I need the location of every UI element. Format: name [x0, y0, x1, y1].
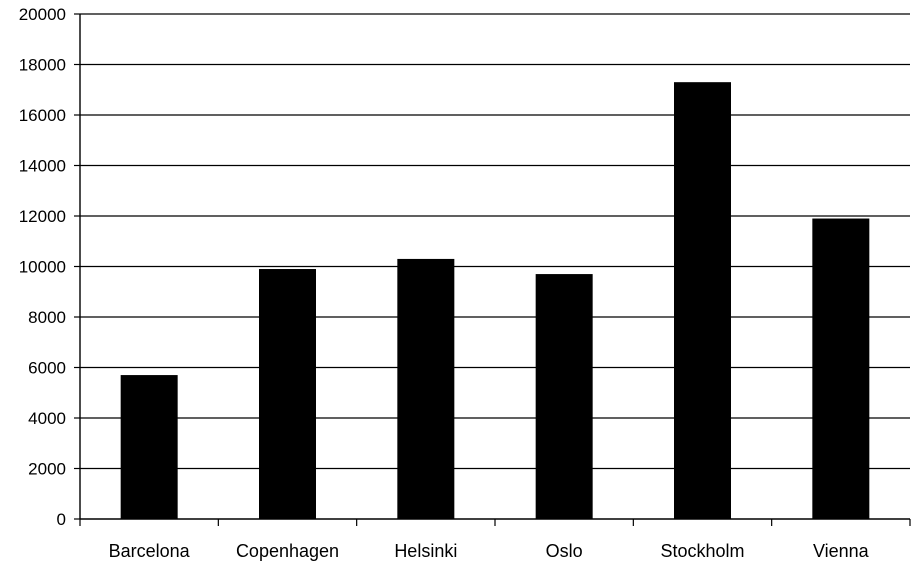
x-axis-labels: Barcelona Copenhagen Helsinki Oslo Stockholm… — [109, 541, 870, 561]
x-tick-label: Barcelona — [109, 541, 191, 561]
y-tick-label: 16000 — [19, 106, 66, 125]
bar — [120, 375, 178, 519]
y-tick-label: 0 — [57, 510, 66, 529]
bar — [397, 258, 455, 519]
y-axis-ticks: 0 2000 4000 6000 8000 10000 12000 14000 16000 180… — [19, 5, 80, 529]
y-tick-label: 18000 — [19, 56, 66, 75]
gridlines — [80, 13, 910, 470]
y-tick-label: 20000 — [19, 5, 66, 24]
axes — [79, 14, 911, 526]
y-tick-label: 2000 — [28, 460, 66, 479]
y-tick-label: 4000 — [28, 409, 66, 428]
y-tick-label: 12000 — [19, 207, 66, 226]
x-tick-label: Vienna — [813, 541, 870, 561]
x-tick-label: Stockholm — [660, 541, 744, 561]
y-tick-label: 8000 — [28, 308, 66, 327]
y-tick-label: 10000 — [19, 258, 66, 277]
bars — [120, 82, 870, 520]
x-tick-label: Oslo — [546, 541, 583, 561]
bar — [535, 274, 593, 519]
y-tick-label: 14000 — [19, 157, 66, 176]
bar — [812, 218, 870, 519]
x-tick-label: Copenhagen — [236, 541, 339, 561]
bar — [259, 269, 316, 519]
x-tick-label: Helsinki — [394, 541, 457, 561]
y-tick-label: 6000 — [28, 359, 66, 378]
bar — [674, 82, 731, 520]
